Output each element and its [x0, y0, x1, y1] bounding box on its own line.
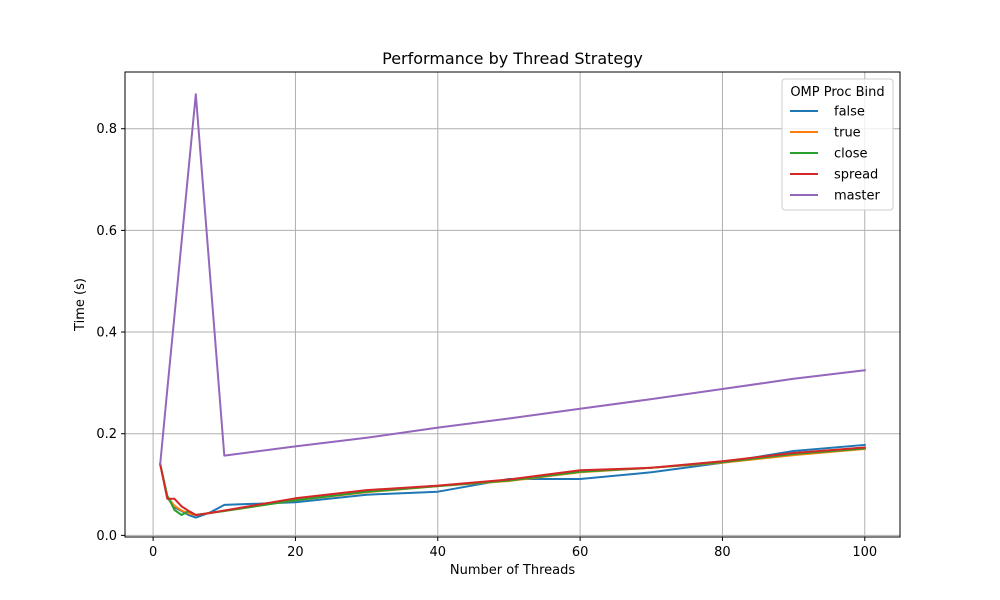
- y-axis-label: Time (s): [73, 278, 88, 332]
- legend-label-master: master: [834, 189, 880, 204]
- legend-label-close: close: [834, 147, 867, 162]
- x-tick-label: 100: [852, 545, 877, 560]
- legend-label-true: true: [834, 126, 861, 141]
- legend-label-false: false: [834, 105, 865, 120]
- x-tick-label: 0: [149, 545, 157, 560]
- x-tick-label: 20: [287, 545, 304, 560]
- y-tick-label: 0.8: [96, 122, 117, 137]
- plot-area-frame: [124, 71, 901, 538]
- x-tick-label: 80: [714, 545, 731, 560]
- legend-label-spread: spread: [834, 168, 878, 183]
- x-tick-label: 60: [572, 545, 589, 560]
- series-lines: [159, 93, 866, 519]
- series-line-spread: [159, 446, 866, 516]
- y-tick-label: 0.0: [96, 529, 117, 544]
- legend: OMP Proc Bind false true close spread master: [781, 78, 894, 211]
- axis-ticks: 0 20 40 60 80 100 0.0 0.2 0.4 0.6 0.8: [96, 122, 877, 560]
- y-tick-label: 0.6: [96, 224, 117, 239]
- legend-title: OMP Proc Bind: [790, 85, 884, 100]
- y-tick-label: 0.4: [96, 326, 117, 341]
- x-tick-label: 40: [430, 545, 447, 560]
- chart-title: Performance by Thread Strategy: [382, 49, 643, 68]
- x-axis-label: Number of Threads: [450, 563, 575, 578]
- series-line-master: [159, 93, 866, 466]
- grid: [125, 72, 900, 537]
- y-tick-label: 0.2: [96, 427, 117, 442]
